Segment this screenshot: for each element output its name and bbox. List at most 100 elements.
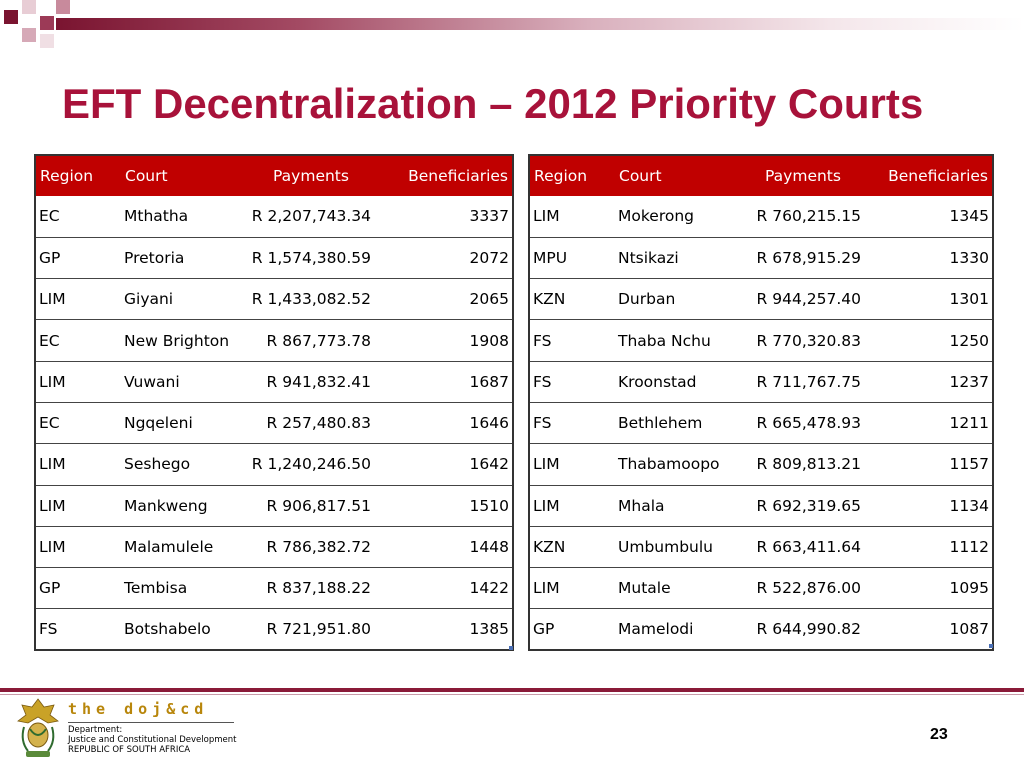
table-row: GP Tembisa R 837,188.22 1422	[35, 567, 513, 610]
payments-cell: R 941,832.41	[245, 361, 377, 403]
table-row: FS Botshabelo R 721,951.80 1385	[35, 609, 513, 650]
beneficiaries-cell: 1087	[949, 620, 989, 639]
beneficiaries-cell: 1345	[867, 196, 993, 238]
region-cell: GP	[35, 567, 121, 610]
region-cell: LIM	[35, 485, 121, 527]
region-cell: EC	[35, 196, 121, 238]
court-cell: Ngqeleni	[121, 402, 245, 445]
table-row: LIM Giyani R 1,433,082.52 2065	[35, 278, 513, 321]
payments-cell: R 944,257.40	[739, 278, 867, 321]
dept-line-1: Department:	[68, 725, 123, 735]
table-row: KZN Umbumbulu R 663,411.64 1112	[529, 526, 993, 569]
table-row: LIM Mokerong R 760,215.15 1345	[529, 196, 993, 238]
court-cell: Vuwani	[121, 361, 245, 403]
payments-cell: R 711,767.75	[739, 361, 867, 403]
payments-cell: R 2,207,743.34	[245, 196, 377, 238]
table-row: GP Pretoria R 1,574,380.59 2072	[35, 237, 513, 280]
slide-title: EFT Decentralization – 2012 Priority Cou…	[62, 80, 924, 127]
table-row: LIM Vuwani R 941,832.41 1687	[35, 361, 513, 403]
court-cell: Umbumbulu	[615, 526, 739, 569]
table-row: EC Mthatha R 2,207,743.34 3337	[35, 196, 513, 238]
payments-cell: R 906,817.51	[245, 485, 377, 527]
payments-cell: R 665,478.93	[739, 402, 867, 445]
payments-cell: R 837,188.22	[245, 567, 377, 610]
table-row: FS Thaba Nchu R 770,320.83 1250	[529, 319, 993, 362]
beneficiaries-cell: 1330	[867, 237, 993, 280]
table-row: LIM Seshego R 1,240,246.50 1642	[35, 443, 513, 486]
priority-courts-table-left: Region Court Payments Beneficiaries EC Mt…	[34, 154, 514, 652]
region-cell: FS	[529, 402, 615, 445]
department-text: Department: Justice and Constitutional D…	[68, 725, 236, 755]
court-cell: Mutale	[615, 567, 739, 610]
court-cell: Malamulele	[121, 526, 245, 569]
column-header-payments: Payments	[245, 155, 377, 196]
table-row: LIM Malamulele R 786,382.72 1448	[35, 526, 513, 569]
court-cell: Durban	[615, 278, 739, 321]
beneficiaries-cell: 1211	[867, 402, 993, 445]
table-resize-handle	[509, 646, 513, 650]
court-cell: Tembisa	[121, 567, 245, 610]
region-cell: KZN	[529, 526, 615, 569]
court-cell: Mamelodi	[618, 620, 694, 639]
footer-brand: the doj&cd	[68, 700, 209, 718]
region-cell: LIM	[529, 485, 615, 527]
column-header-region: Region	[529, 155, 615, 196]
payments-cell: R 1,240,246.50	[245, 443, 377, 486]
beneficiaries-cell: 1301	[867, 278, 993, 321]
payments-cell: R 644,990.82	[756, 620, 861, 639]
region-cell: LIM	[35, 526, 121, 569]
table-header-row: Region Court Payments Beneficiaries	[529, 155, 993, 196]
footer-rule-thin	[0, 694, 1024, 695]
beneficiaries-cell: 1157	[867, 443, 993, 486]
column-header-region: Region	[35, 155, 121, 196]
beneficiaries-cell: 1908	[377, 319, 513, 362]
beneficiaries-cell: 2072	[377, 237, 513, 280]
court-cell: New Brighton	[121, 319, 245, 362]
region-cell: KZN	[529, 278, 615, 321]
region-cell: LIM	[35, 443, 121, 486]
beneficiaries-cell: 3337	[377, 196, 513, 238]
column-header-court: Court	[121, 155, 245, 196]
court-cell: Pretoria	[121, 237, 245, 280]
payments-cell: R 1,574,380.59	[245, 237, 377, 280]
table-row: KZN Durban R 944,257.40 1301	[529, 278, 993, 321]
court-cell: Bethlehem	[615, 402, 739, 445]
region-cell: LIM	[35, 361, 121, 403]
region-cell: FS	[529, 319, 615, 362]
beneficiaries-cell: 2065	[377, 278, 513, 321]
payments-cell: R 678,915.29	[739, 237, 867, 280]
payments-cell: R 663,411.64	[739, 526, 867, 569]
beneficiaries-cell: 1095	[867, 567, 993, 610]
region-cell: LIM	[529, 443, 615, 486]
beneficiaries-cell: 1112	[867, 526, 993, 569]
beneficiaries-cell: 1510	[377, 485, 513, 527]
region-cell: EC	[35, 402, 121, 445]
court-cell: Seshego	[121, 443, 245, 486]
column-header-beneficiaries: Beneficiaries	[377, 155, 513, 196]
column-header-court: Court	[615, 155, 739, 196]
payments-cell: R 867,773.78	[245, 319, 377, 362]
beneficiaries-cell: 1642	[377, 443, 513, 486]
beneficiaries-cell: 1250	[867, 319, 993, 362]
corner-decoration	[0, 0, 80, 60]
payments-cell: R 257,480.83	[245, 402, 377, 445]
beneficiaries-cell: 1448	[377, 526, 513, 569]
beneficiaries-cell: 1134	[867, 485, 993, 527]
beneficiaries-cell: 1646	[377, 402, 513, 445]
table-resize-handle	[989, 644, 993, 648]
table-row: EC New Brighton R 867,773.78 1908	[35, 319, 513, 362]
table-row: FS Bethlehem R 665,478.93 1211	[529, 402, 993, 445]
table-row: LIM Thabamoopo R 809,813.21 1157	[529, 443, 993, 486]
region-cell: LIM	[529, 567, 615, 610]
region-cell: GP	[533, 620, 555, 639]
payments-cell: R 721,951.80	[266, 620, 371, 639]
region-cell: MPU	[529, 237, 615, 280]
region-cell: FS	[529, 361, 615, 403]
court-cell: Kroonstad	[615, 361, 739, 403]
column-header-payments: Payments	[739, 155, 867, 196]
beneficiaries-cell: 1385	[469, 620, 509, 639]
footer-rule	[0, 688, 1024, 692]
court-cell: Thaba Nchu	[615, 319, 739, 362]
court-cell: Mthatha	[121, 196, 245, 238]
dept-line-3: REPUBLIC OF SOUTH AFRICA	[68, 745, 191, 755]
